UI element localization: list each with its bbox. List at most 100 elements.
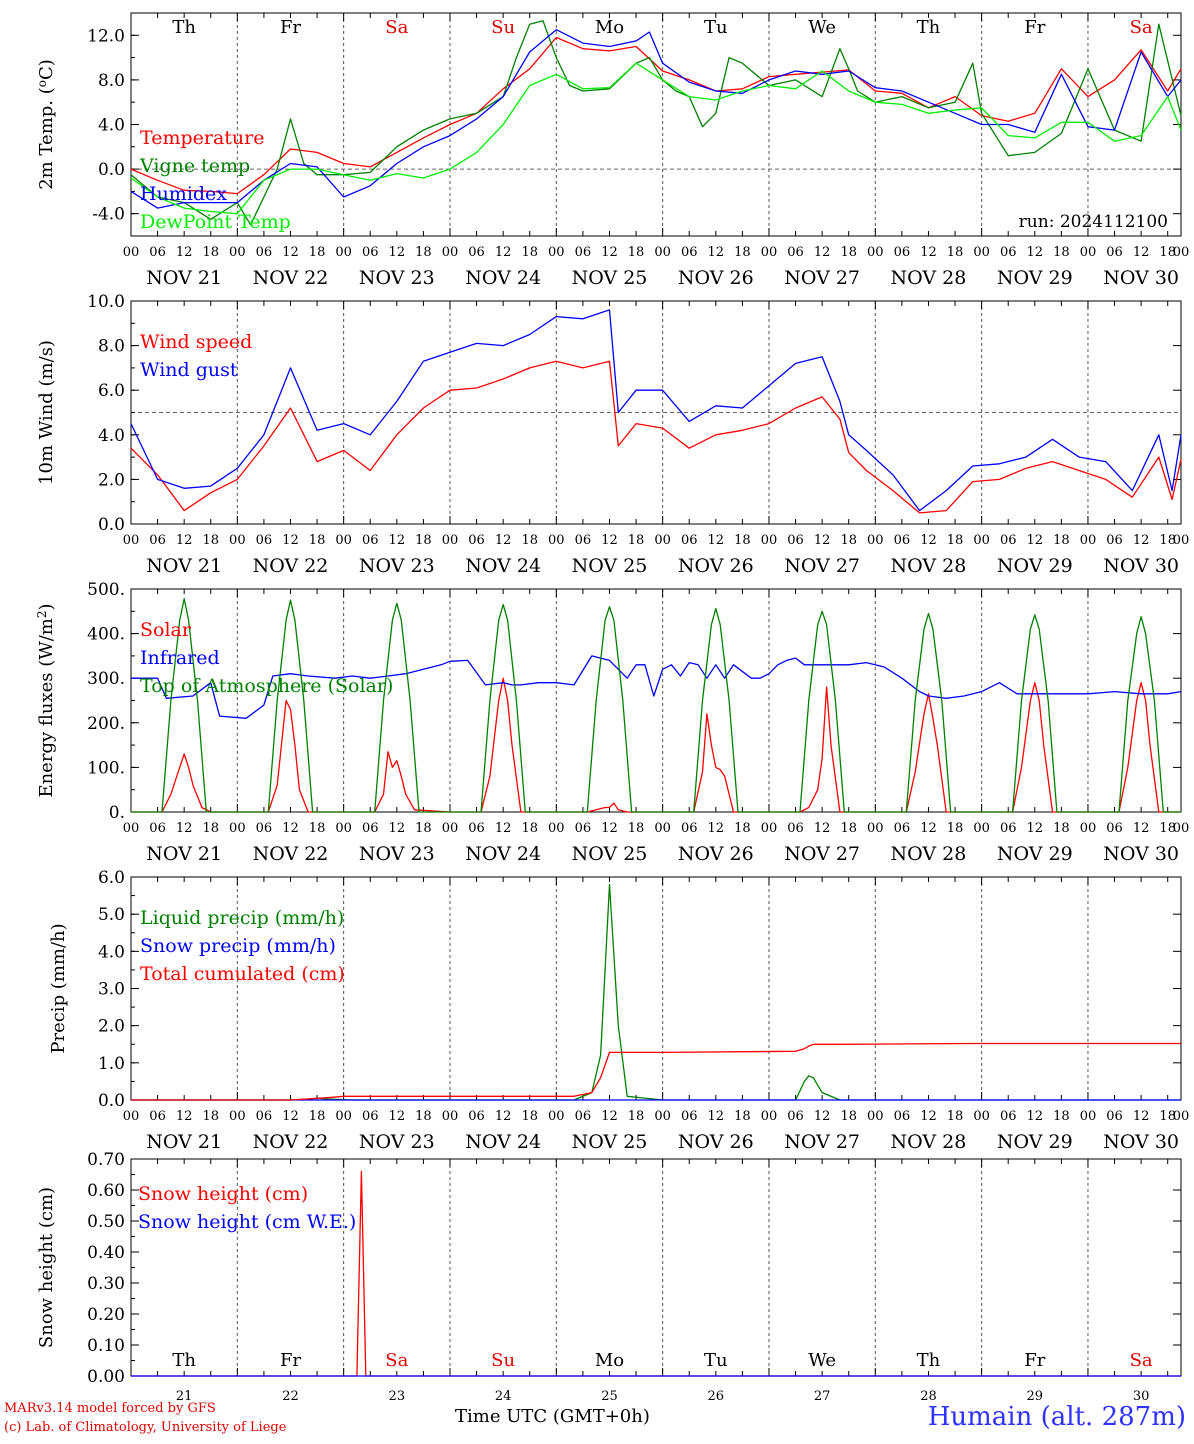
- hour-tick-label: 12: [282, 1109, 299, 1124]
- date-label: NOV 29: [997, 1131, 1073, 1153]
- hour-tick-label: 18: [202, 1109, 219, 1124]
- hour-tick-label: 12: [1027, 533, 1044, 548]
- weekday-label: Fr: [1024, 1350, 1045, 1371]
- hour-tick-label: 00: [973, 245, 990, 260]
- hour-tick-label: 00: [761, 245, 778, 260]
- hour-tick-label: 18: [840, 1109, 857, 1124]
- series-line-wind-gust: [130, 309, 1182, 512]
- y-tick-label: 0.0: [98, 1091, 125, 1111]
- hour-tick-label: 06: [256, 821, 273, 836]
- weekday-label: Su: [491, 17, 515, 38]
- hour-tick-label: 06: [575, 533, 592, 548]
- y-axis-label: Energy fluxes (W/m2): [35, 603, 57, 797]
- hour-tick-label: 06: [362, 821, 379, 836]
- x-axis-title: Time UTC (GMT+0h): [455, 1406, 650, 1427]
- hour-tick-label: 06: [1000, 245, 1017, 260]
- hour-tick-label: 00: [867, 1109, 884, 1124]
- day-number-label: 30: [1133, 1389, 1150, 1404]
- panel-frame: [130, 588, 1182, 813]
- series-line-temperature: [130, 36, 1182, 195]
- hour-tick-label: 06: [1000, 821, 1017, 836]
- weekday-label: Tu: [704, 1350, 728, 1371]
- y-tick-label: 500.: [87, 580, 125, 600]
- hour-tick-label: 12: [601, 245, 618, 260]
- hour-tick-label: 12: [282, 533, 299, 548]
- y-tick-label: 4.0: [98, 116, 125, 136]
- hour-tick-label: 00: [548, 245, 565, 260]
- y-tick-label: 200.: [87, 714, 125, 734]
- weekday-label: Sa: [385, 1350, 408, 1371]
- hour-tick-label: 12: [282, 245, 299, 260]
- hour-tick-label: 06: [575, 245, 592, 260]
- date-label: NOV 29: [997, 267, 1073, 289]
- hour-tick-label: 18: [415, 245, 432, 260]
- date-label: NOV 25: [572, 267, 648, 289]
- day-number-label: 25: [601, 1389, 618, 1404]
- y-tick-label: 0.30: [87, 1274, 125, 1294]
- date-label: NOV 24: [465, 267, 541, 289]
- hour-tick-label: 18: [628, 821, 645, 836]
- hour-tick-label: 18: [309, 1109, 326, 1124]
- series-group: [130, 20, 1182, 226]
- hour-tick-label: 18: [309, 821, 326, 836]
- hour-tick-label: 06: [468, 245, 485, 260]
- weekday-label: Mo: [595, 1350, 624, 1371]
- hour-tick-label: 00: [654, 821, 671, 836]
- hour-tick-label: 18: [734, 533, 751, 548]
- hour-tick-label: 18: [734, 1109, 751, 1124]
- y-tick-label: 0.: [109, 803, 125, 823]
- hour-tick-label: 00: [1173, 533, 1190, 548]
- hour-tick-label: 12: [601, 821, 618, 836]
- hour-tick-label: 18: [947, 1109, 964, 1124]
- hour-tick-label: 06: [149, 821, 166, 836]
- date-label: NOV 28: [891, 555, 967, 577]
- hour-tick-label: 06: [362, 245, 379, 260]
- series-line-top-of-atmosphere-solar: [131, 598, 1181, 813]
- hour-tick-label: 12: [176, 821, 193, 836]
- legend-solar: Solar: [140, 619, 192, 641]
- hour-tick-label: 00: [973, 821, 990, 836]
- y-tick-label: 6.0: [98, 381, 125, 401]
- y-tick-label: 0.00: [87, 1367, 125, 1387]
- hour-tick-label: 00: [335, 1109, 352, 1124]
- hour-tick-label: 18: [840, 533, 857, 548]
- hour-tick-label: 00: [442, 245, 459, 260]
- y-tick-label: -4.0: [92, 205, 125, 225]
- y-tick-label: 12.0: [87, 26, 125, 46]
- hour-tick-label: 00: [1080, 533, 1097, 548]
- y-tick-label: 0.70: [87, 1150, 125, 1170]
- date-label: NOV 27: [784, 1131, 860, 1153]
- hour-tick-label: 06: [681, 821, 698, 836]
- y-tick-label: 300.: [87, 669, 125, 689]
- weekday-label: Sa: [385, 17, 408, 38]
- hour-tick-label: 12: [708, 245, 725, 260]
- hour-tick-label: 00: [548, 533, 565, 548]
- y-tick-label: 0.20: [87, 1305, 125, 1325]
- weekday-label: Mo: [595, 17, 624, 38]
- hour-tick-label: 06: [787, 821, 804, 836]
- series-group: [131, 598, 1182, 813]
- hour-tick-label: 06: [787, 245, 804, 260]
- weekday-label: Th: [917, 17, 941, 38]
- hour-tick-label: 00: [1173, 821, 1190, 836]
- hour-tick-label: 12: [601, 533, 618, 548]
- hour-tick-label: 06: [256, 533, 273, 548]
- hour-tick-label: 06: [1000, 1109, 1017, 1124]
- hour-tick-label: 12: [601, 1109, 618, 1124]
- hour-tick-label: 12: [920, 245, 937, 260]
- y-tick-label: 3.0: [98, 980, 125, 1000]
- hour-tick-label: 12: [389, 245, 406, 260]
- date-label: NOV 26: [678, 267, 754, 289]
- hour-tick-label: 06: [362, 1109, 379, 1124]
- weekday-label: Th: [917, 1350, 941, 1371]
- date-label: NOV 25: [572, 1131, 648, 1153]
- hour-tick-label: 06: [681, 533, 698, 548]
- legend-wind-gust: Wind gust: [140, 359, 238, 381]
- hour-tick-label: 18: [521, 245, 538, 260]
- hour-tick-label: 12: [389, 1109, 406, 1124]
- hour-tick-label: 12: [708, 821, 725, 836]
- date-label: NOV 21: [146, 843, 222, 865]
- hour-tick-label: 06: [681, 1109, 698, 1124]
- hour-tick-label: 12: [1027, 1109, 1044, 1124]
